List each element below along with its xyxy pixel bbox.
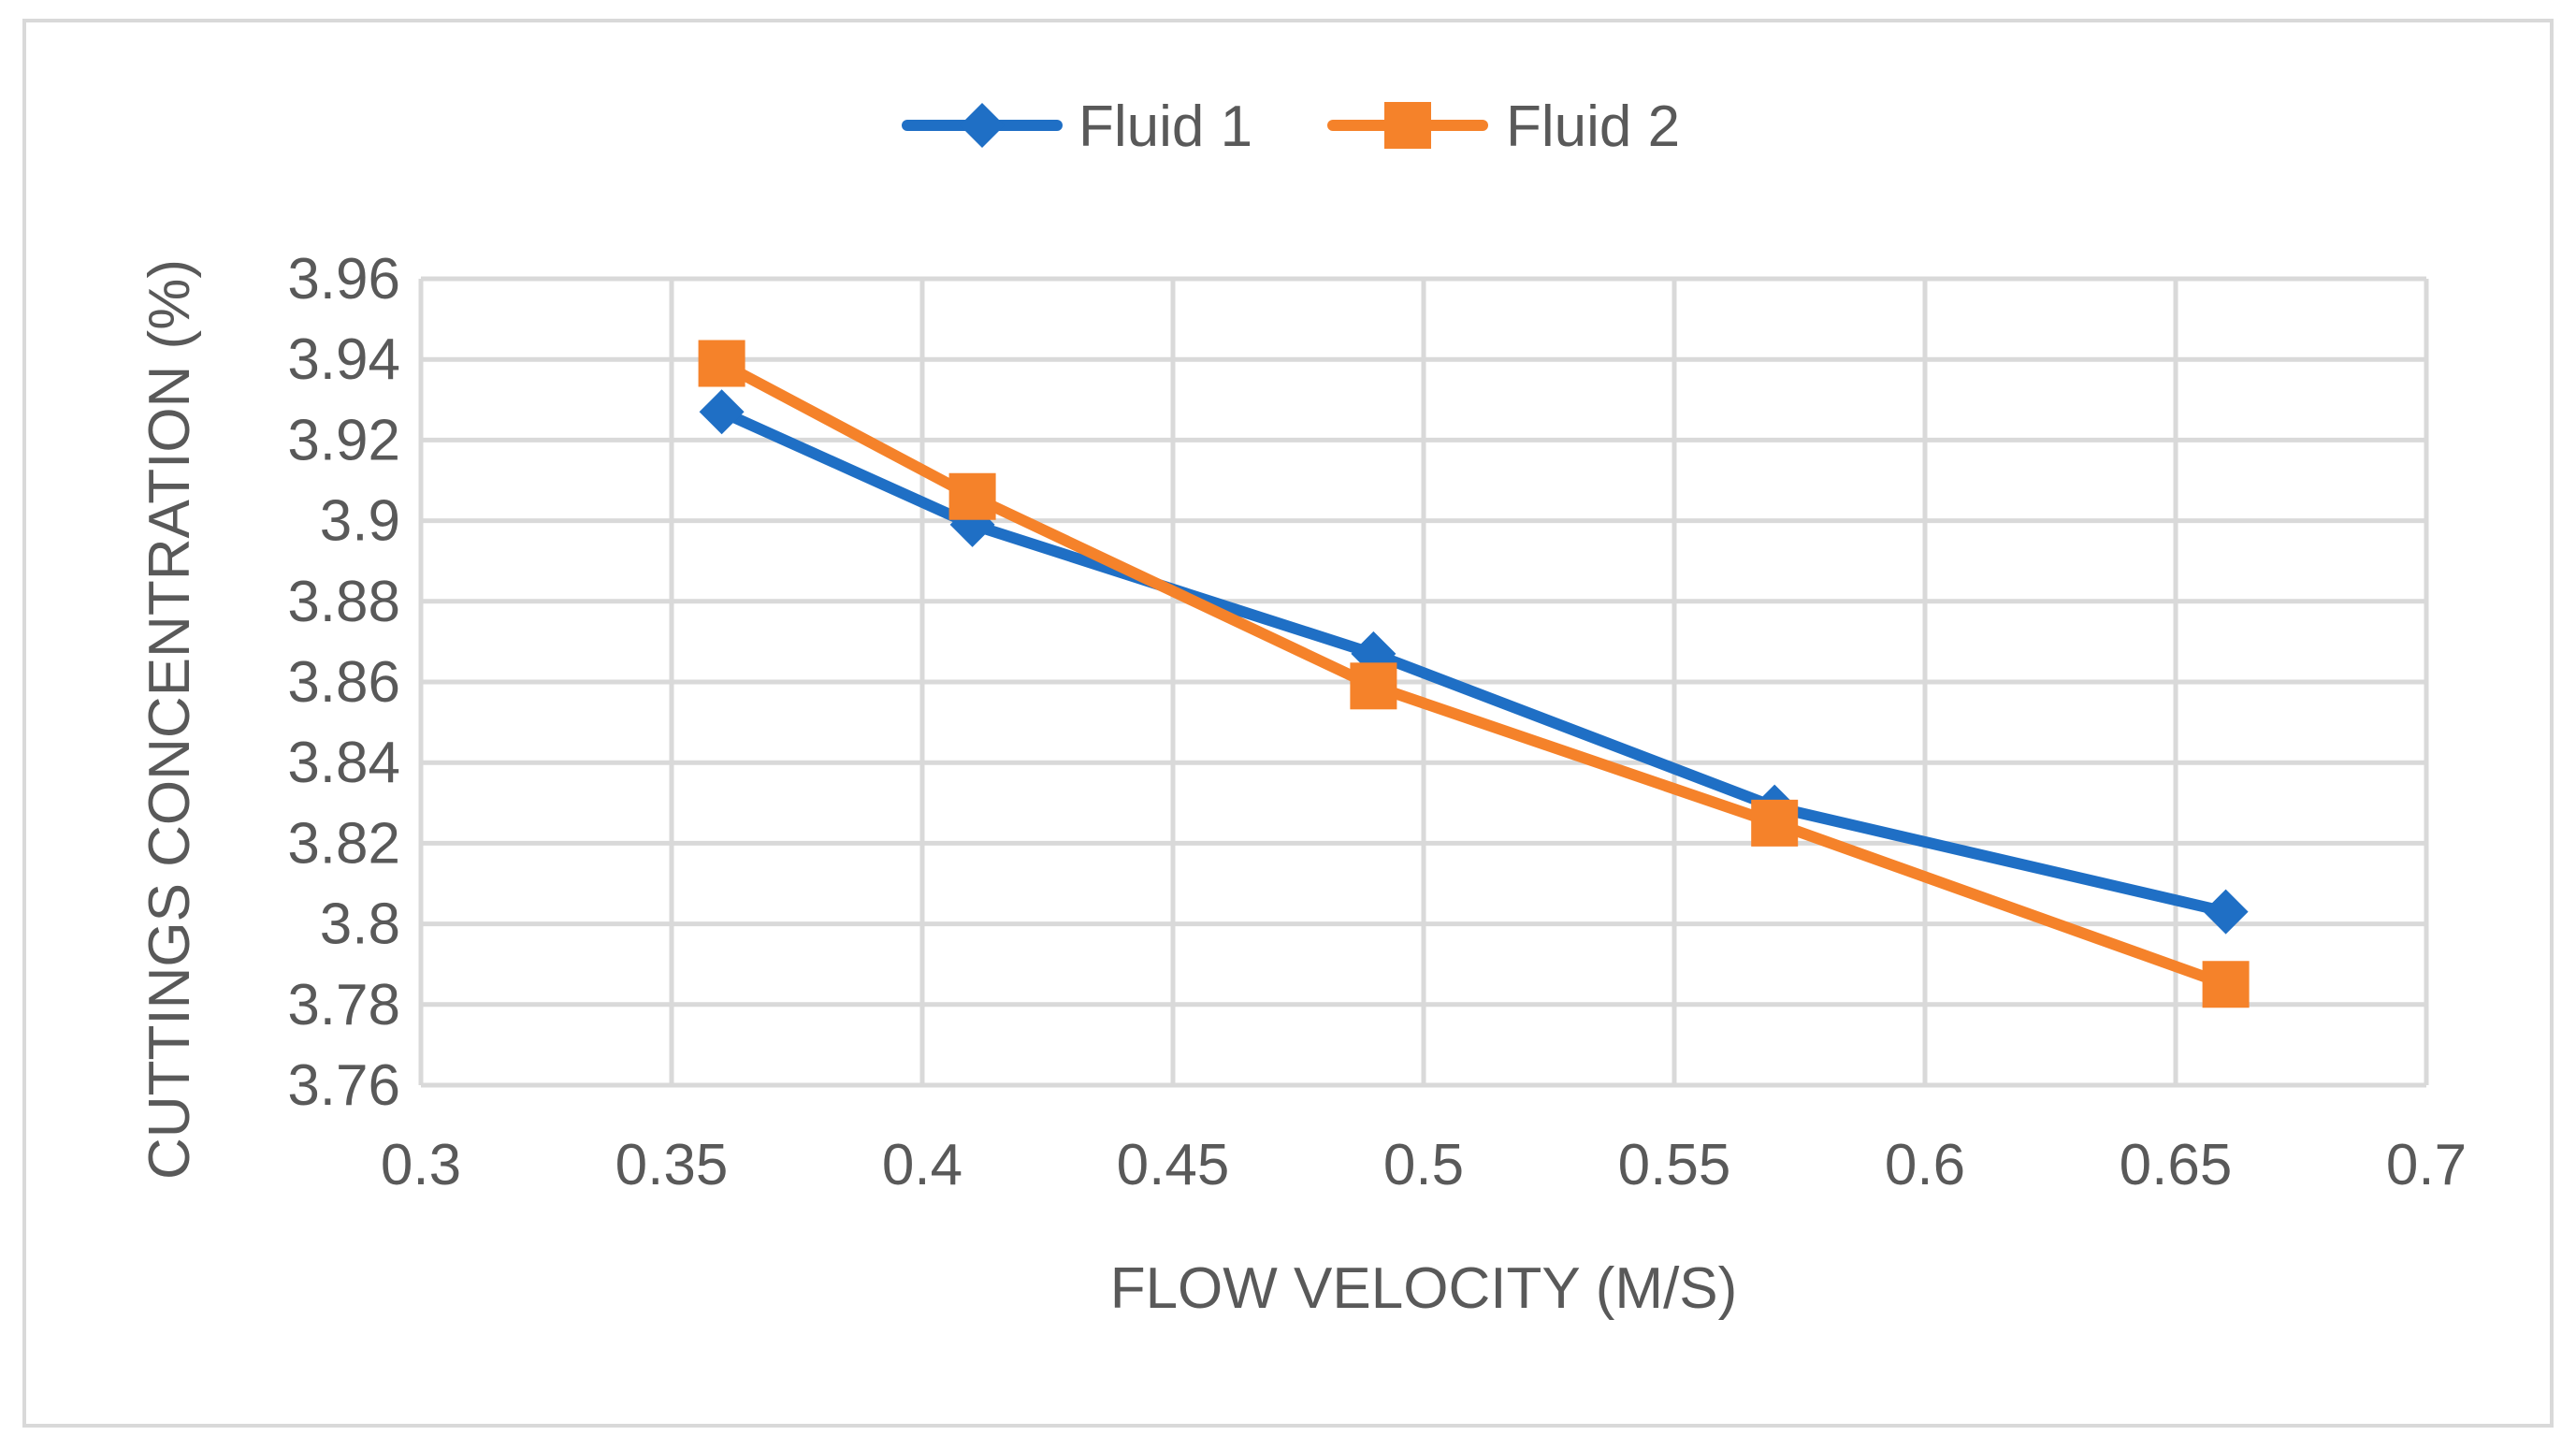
x-tick-label: 0.4: [882, 1133, 962, 1197]
legend-item-fluid-2: Fluid 2: [1327, 94, 1680, 159]
y-tick-label: 3.78: [287, 973, 400, 1037]
x-tick-label: 0.55: [1618, 1133, 1731, 1197]
legend-marker: [960, 103, 1005, 148]
fluid-2-point: [2202, 961, 2250, 1008]
x-tick-label: 0.35: [615, 1133, 729, 1197]
legend-label: Fluid 1: [1078, 94, 1252, 159]
x-tick-label: 0.5: [1383, 1133, 1464, 1197]
y-tick-label: 3.96: [287, 247, 400, 312]
x-tick-label: 0.6: [1885, 1133, 1965, 1197]
fluid-1-point: [699, 389, 745, 435]
y-tick-label: 3.92: [287, 408, 400, 472]
tick-labels: 3.76 3.78 3.8 3.82 3.84 3.86 3.88 3.9 3.92 3.94 3.…: [287, 247, 2467, 1197]
legend-item-fluid-1: Fluid 1: [902, 94, 1252, 159]
y-tick-label: 3.8: [320, 892, 400, 957]
fluid-2-line: [716, 357, 2232, 991]
fluid-1-point: [2203, 889, 2249, 935]
y-tick-label: 3.86: [287, 650, 400, 715]
y-axis-title: CUTTINGS CONCENTRATION (%): [137, 259, 202, 1180]
grid-layer: [418, 276, 2429, 1088]
chart-frame: [22, 19, 2554, 1428]
fluid-2-point: [1751, 799, 1799, 847]
y-tick-label: 3.76: [287, 1053, 400, 1118]
fluid-2-point: [1350, 662, 1397, 710]
x-tick-label: 0.7: [2386, 1133, 2467, 1197]
x-tick-label: 0.45: [1117, 1133, 1230, 1197]
y-tick-label: 3.9: [320, 489, 400, 554]
legend-marker: [1384, 102, 1431, 149]
legend: Fluid 1 Fluid 2: [902, 94, 1680, 159]
y-tick-label: 3.88: [287, 570, 400, 634]
fluid-2-point: [698, 340, 745, 387]
y-tick-label: 3.84: [287, 731, 400, 795]
fluid-2-point: [948, 472, 996, 520]
fluid-2-series: [698, 340, 2250, 1008]
legend-label: Fluid 2: [1506, 94, 1680, 159]
x-tick-label: 0.65: [2120, 1133, 2233, 1197]
y-tick-label: 3.94: [287, 327, 400, 392]
y-tick-label: 3.82: [287, 811, 400, 876]
x-tick-label: 0.3: [381, 1133, 461, 1197]
x-axis-title: FLOW VELOCITY (M/S): [1110, 1256, 1738, 1321]
series-layer: [698, 340, 2250, 1008]
